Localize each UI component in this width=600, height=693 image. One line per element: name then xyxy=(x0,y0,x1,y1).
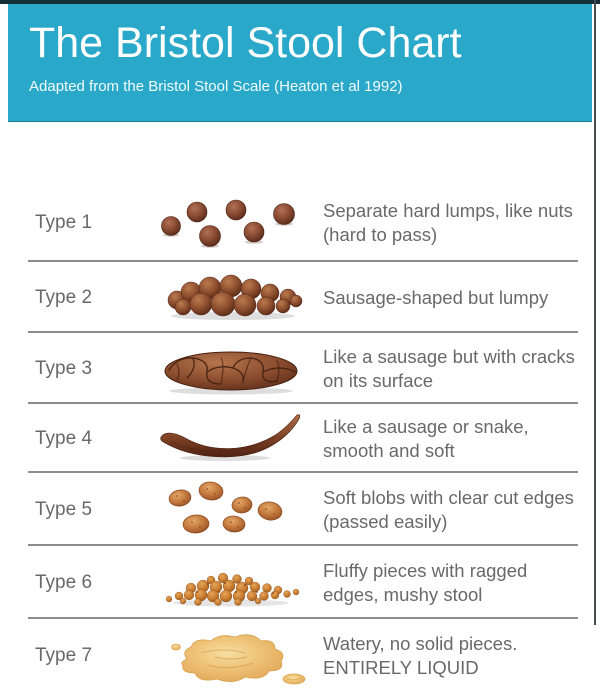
stool-type-label: Type 1 xyxy=(35,212,93,233)
stool-type-row-5: Type 5 xyxy=(8,473,592,546)
stool-type-label: Type 4 xyxy=(35,427,93,449)
stool-type-row-4: Type 4 Like a sausage or snake, smoo xyxy=(8,404,592,473)
stool-type-row-7: Type 7 xyxy=(8,619,592,693)
cracked-sausage-image xyxy=(164,351,297,394)
right-edge-line xyxy=(594,0,596,625)
chart-subtitle: Adapted from the Bristol Stool Scale (He… xyxy=(29,78,403,95)
stool-type-row-3: Type 3 xyxy=(8,333,592,404)
stool-type-row-1: Type 1 xyxy=(8,122,592,262)
stool-type-2-illustration xyxy=(150,265,315,331)
stool-type-3-illustration xyxy=(150,336,315,402)
stool-type-1-illustration xyxy=(150,190,315,256)
stool-type-description: Soft blobs with clear cut edges (passed … xyxy=(323,486,574,532)
stool-type-row-2: Type 2 xyxy=(8,262,592,333)
stool-type-description: Like a sausage or snake, smooth and soft xyxy=(323,415,529,461)
stool-type-label: Type 5 xyxy=(35,498,93,520)
stool-type-7-illustration xyxy=(150,623,315,689)
watery-liquid-image xyxy=(170,634,305,685)
separate-hard-lumps-image xyxy=(160,199,295,248)
stool-type-label: Type 7 xyxy=(35,645,93,666)
stool-type-label: Type 2 xyxy=(35,286,93,308)
fluffy-pieces-image xyxy=(165,572,299,606)
stool-type-description: Separate hard lumps, like nuts (hard to … xyxy=(323,200,573,245)
stool-type-6-illustration xyxy=(150,550,315,616)
smooth-sausage-image xyxy=(159,413,300,461)
top-border-bar xyxy=(0,0,600,4)
stool-type-row-6: Type 6 xyxy=(8,546,592,619)
lumpy-sausage-image xyxy=(167,274,302,320)
stool-type-label: Type 6 xyxy=(35,571,93,593)
stool-type-label: Type 3 xyxy=(35,357,93,379)
stool-type-description: Sausage-shaped but lumpy xyxy=(323,286,549,308)
chart-header: The Bristol Stool Chart Adapted from the… xyxy=(8,4,592,122)
stool-type-5-illustration xyxy=(150,477,315,543)
stool-type-description: Like a sausage but with cracks on its su… xyxy=(323,345,575,391)
page-title: The Bristol Stool Chart xyxy=(29,19,462,67)
stool-type-description: Watery, no solid pieces. ENTIRELY LIQUID xyxy=(323,633,518,678)
stool-type-4-illustration xyxy=(150,406,315,472)
stool-type-description: Fluffy pieces with ragged edges, mushy s… xyxy=(323,559,528,605)
stool-type-rows: Type 1 xyxy=(8,122,592,693)
soft-blobs-image xyxy=(168,481,282,533)
